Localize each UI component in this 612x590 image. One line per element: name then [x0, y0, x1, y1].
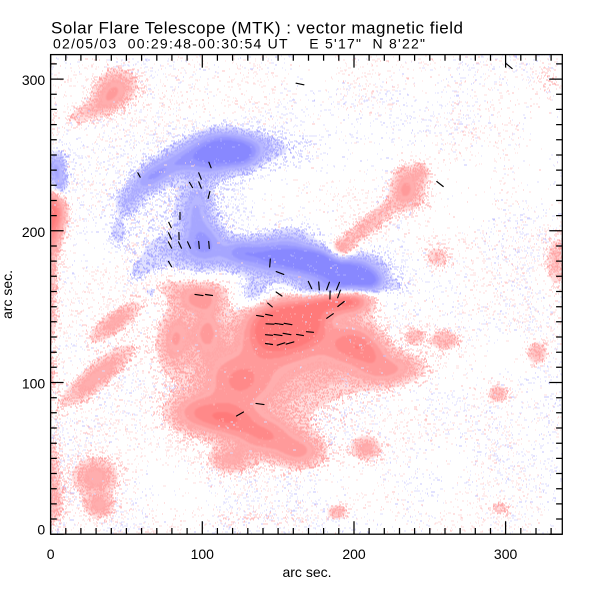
svg-text:300: 300 [22, 72, 46, 88]
svg-text:300: 300 [494, 546, 518, 562]
svg-text:100: 100 [22, 376, 46, 392]
svg-text:200: 200 [342, 546, 366, 562]
svg-text:Solar Flare Telescope (MTK) :: Solar Flare Telescope (MTK) : vector mag… [51, 19, 463, 38]
svg-text:02/05/03 00:29:48-00:30:54 UT: 02/05/03 00:29:48-00:30:54 UT E 5'17" N … [53, 35, 425, 51]
svg-text:100: 100 [191, 546, 215, 562]
svg-text:0: 0 [37, 521, 45, 537]
svg-text:200: 200 [22, 224, 46, 240]
svg-text:arc sec.: arc sec. [0, 270, 15, 319]
svg-text:arc sec.: arc sec. [282, 564, 331, 580]
svg-text:0: 0 [47, 546, 55, 562]
